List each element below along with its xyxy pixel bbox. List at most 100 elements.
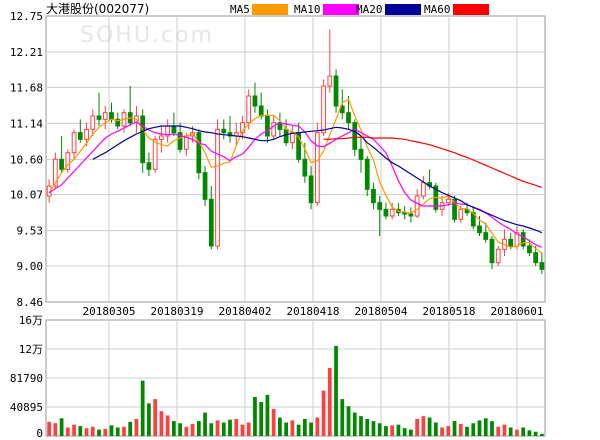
ma10-line (48, 121, 543, 248)
candle-down (477, 225, 482, 234)
volume-bar-up (327, 367, 332, 436)
candle-up (84, 128, 89, 140)
volume-bar-up (103, 428, 108, 436)
price-y-tick-label: 12.21 (10, 46, 43, 59)
candle-down (527, 245, 532, 254)
volume-bar-down (278, 417, 282, 436)
volume-bar-up (271, 409, 276, 436)
candle-down (196, 132, 202, 174)
volume-bar-down (203, 412, 207, 436)
volume-bar-down (178, 423, 182, 436)
candle-down (533, 252, 539, 264)
volume-bar-down (209, 423, 214, 436)
legend-label-ma20: MA20 (356, 3, 383, 16)
candle-up (458, 208, 464, 220)
volume-bar-down (147, 403, 151, 436)
candle-up (327, 75, 333, 87)
volume-bar-down (540, 433, 544, 436)
volume-bar-down (377, 423, 382, 436)
volume-bar-down (452, 421, 457, 436)
watermark-text: SOHU.com (80, 23, 214, 48)
volume-bar-down (396, 424, 401, 436)
volume-bar-up (240, 424, 245, 436)
volume-bar-down (521, 427, 526, 436)
candle-up (102, 112, 108, 120)
volume-bar-up (421, 416, 426, 436)
volume-y-tick-label: 0 (36, 427, 43, 440)
price-y-tick-label: 9.00 (17, 260, 44, 273)
volume-bar-down (128, 421, 133, 436)
legend-swatch-ma5 (252, 4, 288, 15)
volume-bar-down (265, 394, 270, 436)
price-y-tick-label: 11.14 (10, 117, 43, 130)
candle-down (302, 158, 308, 177)
candle-down (265, 115, 270, 137)
volume-y-tick-label: 16万 (19, 314, 43, 327)
candle-down (402, 212, 408, 215)
volume-bar-down (527, 430, 532, 436)
candle-down (96, 115, 102, 120)
candle-down (283, 128, 289, 144)
candle-down (489, 238, 495, 264)
candle-down (364, 158, 370, 190)
volume-bar-up (159, 411, 164, 436)
volume-bar-up (415, 418, 420, 436)
candle-down (352, 122, 358, 150)
volume-y-tick-label: 40895 (10, 401, 43, 414)
volume-bar-down (359, 416, 363, 436)
candle-up (71, 132, 77, 154)
candle-series (46, 29, 545, 274)
candle-up (246, 95, 252, 124)
volume-bar-up (215, 420, 220, 436)
legend-swatch-ma60 (453, 4, 489, 15)
x-tick-label: 20180504 (355, 305, 408, 318)
volume-bar-up (153, 399, 158, 436)
volume-bar-up (122, 426, 126, 436)
legend-swatch-ma10 (323, 4, 359, 15)
price-grid (45, 15, 546, 303)
x-tick-label: 20180319 (151, 305, 204, 318)
candle-up (152, 138, 158, 170)
volume-bar-down (309, 422, 313, 436)
candle-down (252, 95, 258, 107)
candle-down (483, 232, 489, 240)
volume-y-tick-label: 12万 (19, 343, 43, 356)
volume-bar-up (165, 415, 170, 436)
candle-up (159, 135, 164, 140)
volume-bar-down (402, 428, 407, 436)
price-y-tick-label: 8.46 (17, 296, 44, 309)
price-y-tick-label: 10.60 (10, 153, 43, 166)
volume-bar-up (440, 427, 444, 436)
volume-bar-up (134, 418, 139, 436)
volume-bar-down (433, 422, 438, 436)
candle-up (445, 198, 451, 204)
ma60-line (323, 136, 543, 188)
volume-bar-down (78, 426, 83, 436)
volume-bar-down (171, 421, 176, 436)
candle-down (371, 188, 376, 204)
candle-up (495, 248, 501, 264)
candle-down (77, 132, 83, 140)
price-y-axis: 12.75 12.21 11.68 11.14 10.60 10.07 9.53 9.00 8.… (10, 10, 43, 309)
volume-bar-down (471, 423, 476, 436)
legend-label-ma10: MA10 (294, 3, 321, 16)
volume-bar-down (346, 406, 351, 436)
volume-bar-down (533, 431, 538, 436)
volume-bar-up (246, 422, 251, 436)
volume-y-axis: 16万 12万 81790 40895 0 (10, 314, 43, 440)
volume-bar-up (290, 420, 295, 436)
x-tick-label: 20180601 (491, 305, 544, 318)
candle-down (258, 105, 264, 117)
volume-bar-up (65, 427, 70, 436)
candle-up (321, 85, 326, 134)
volume-bar-up (184, 426, 189, 436)
volume-bar-down (334, 345, 338, 436)
x-tick-label: 20180402 (219, 305, 272, 318)
volume-bar-down (477, 420, 482, 436)
volume-bar-down (296, 424, 301, 436)
candle-down (508, 238, 514, 247)
volume-bar-down (365, 418, 370, 436)
volume-bar-down (340, 399, 345, 436)
volume-bar-up (496, 426, 501, 436)
volume-bar-down (427, 417, 432, 436)
